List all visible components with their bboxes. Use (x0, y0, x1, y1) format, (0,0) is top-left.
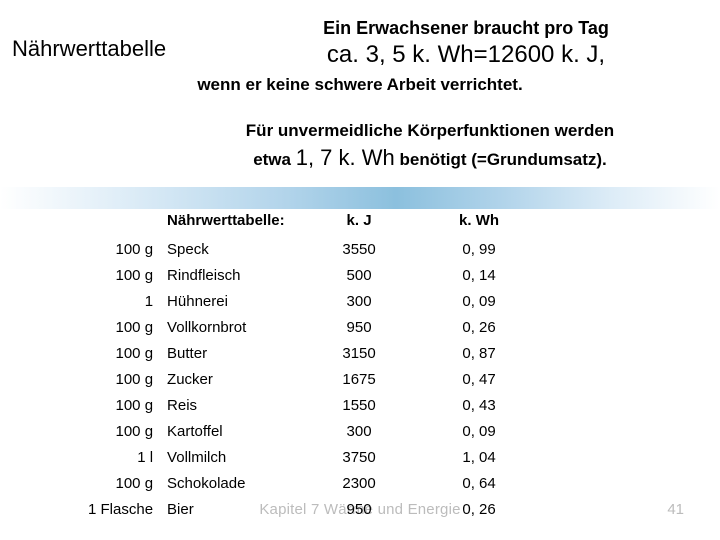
cell-kwh: 0, 09 (419, 419, 539, 445)
cell-name: Kartoffel (159, 419, 299, 445)
cell-kwh: 0, 64 (419, 471, 539, 497)
cell-kwh: 0, 26 (419, 315, 539, 341)
cell-kj: 2300 (299, 471, 419, 497)
cell-name: Vollkornbrot (159, 315, 299, 341)
cell-kj: 950 (299, 315, 419, 341)
cell-kj: 3750 (299, 445, 419, 471)
header-line2: ca. 3, 5 k. Wh=12600 k. J, (232, 41, 700, 69)
cell-qty: 100 g (80, 237, 159, 263)
table-row: 100 gReis15500, 43 (80, 393, 539, 419)
cell-kwh: 0, 09 (419, 289, 539, 315)
cell-kwh: 0, 99 (419, 237, 539, 263)
cell-qty: 100 g (80, 341, 159, 367)
nutrition-table: Nährwerttabelle: k. J k. Wh 100 gSpeck35… (80, 207, 539, 523)
sub2-value: 1, 7 k. Wh (296, 145, 395, 170)
table-row: 1 lVollmilch37501, 04 (80, 445, 539, 471)
cell-qty: 100 g (80, 419, 159, 445)
cell-name: Zucker (159, 367, 299, 393)
cell-kwh: 0, 87 (419, 341, 539, 367)
col-head-kj: k. J (299, 207, 419, 237)
cell-kj: 300 (299, 419, 419, 445)
cell-qty: 1 Flasche (80, 497, 159, 523)
cell-kwh: 0, 26 (419, 497, 539, 523)
cell-kj: 300 (299, 289, 419, 315)
table-row: 100 gKartoffel3000, 09 (80, 419, 539, 445)
table-row: 100 gVollkornbrot9500, 26 (80, 315, 539, 341)
table-row: 100 gSchokolade23000, 64 (80, 471, 539, 497)
cell-kwh: 0, 14 (419, 263, 539, 289)
sub2-suffix: benötigt (=Grundumsatz). (395, 150, 607, 169)
header-line1: Ein Erwachsener braucht pro Tag (232, 18, 700, 39)
table-row: 1Hühnerei3000, 09 (80, 289, 539, 315)
subheader-line2: etwa 1, 7 k. Wh benötigt (=Grundumsatz). (170, 145, 690, 171)
subheader-line1: Für unvermeidliche Körperfunktionen werd… (170, 121, 690, 141)
cell-qty: 1 l (80, 445, 159, 471)
table-header-row: Nährwerttabelle: k. J k. Wh (80, 207, 539, 237)
cell-kj: 3150 (299, 341, 419, 367)
cell-qty: 100 g (80, 367, 159, 393)
table-row: 100 gZucker16750, 47 (80, 367, 539, 393)
cell-kwh: 0, 47 (419, 367, 539, 393)
cell-kj: 3550 (299, 237, 419, 263)
cell-name: Rindfleisch (159, 263, 299, 289)
sub2-prefix: etwa (253, 150, 296, 169)
cell-qty: 100 g (80, 471, 159, 497)
header-line3: wenn er keine schwere Arbeit verrichtet. (0, 75, 720, 95)
cell-name: Butter (159, 341, 299, 367)
slide-title-left: Nährwerttabelle (12, 18, 232, 62)
cell-name: Vollmilch (159, 445, 299, 471)
nutrition-table-wrap: Nährwerttabelle: k. J k. Wh 100 gSpeck35… (0, 207, 720, 523)
cell-name: Schokolade (159, 471, 299, 497)
cell-name: Speck (159, 237, 299, 263)
col-head-name: Nährwerttabelle: (159, 207, 299, 237)
cell-qty: 100 g (80, 315, 159, 341)
table-row: 100 gRindfleisch5000, 14 (80, 263, 539, 289)
cell-name: Reis (159, 393, 299, 419)
cell-name: Bier (159, 497, 299, 523)
table-row: 1 FlascheBier9500, 26 (80, 497, 539, 523)
cell-kj: 500 (299, 263, 419, 289)
cell-qty: 100 g (80, 263, 159, 289)
cell-kwh: 1, 04 (419, 445, 539, 471)
col-head-kwh: k. Wh (419, 207, 539, 237)
gradient-band (0, 187, 720, 209)
cell-qty: 100 g (80, 393, 159, 419)
cell-kj: 950 (299, 497, 419, 523)
header-block: Ein Erwachsener braucht pro Tag ca. 3, 5… (232, 18, 700, 69)
cell-kj: 1675 (299, 367, 419, 393)
cell-kj: 1550 (299, 393, 419, 419)
cell-kwh: 0, 43 (419, 393, 539, 419)
cell-qty: 1 (80, 289, 159, 315)
table-row: 100 gSpeck35500, 99 (80, 237, 539, 263)
cell-name: Hühnerei (159, 289, 299, 315)
subheader-block: Für unvermeidliche Körperfunktionen werd… (0, 121, 720, 171)
table-row: 100 gButter31500, 87 (80, 341, 539, 367)
